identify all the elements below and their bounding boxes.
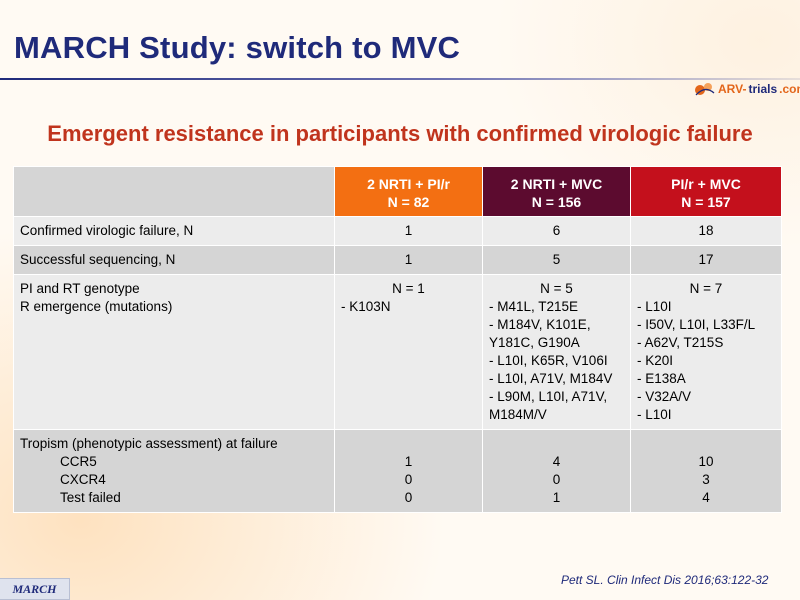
mutation-item: - V32A/V [637, 389, 692, 404]
logo-text-trials: trials [748, 82, 778, 96]
genotype-cell: N = 5 - M41L, T215E - M184V, K101E, Y181… [482, 274, 631, 430]
mutation-item: - L90M, L10I, A71V, M184M/V [489, 389, 608, 422]
row-label-sub: R emergence (mutations) [20, 299, 173, 314]
header-nrti-pir: 2 NRTI + PI/r N = 82 [334, 166, 483, 217]
cell-value: 5 [482, 245, 631, 275]
table-row-cvf: Confirmed virologic failure, N 1 6 18 [13, 216, 782, 246]
header-blank [13, 166, 335, 217]
mutation-item: - L10I, K65R, V106I [489, 353, 608, 368]
mutation-item: - L10I [637, 299, 672, 314]
tropism-spacer [341, 435, 476, 453]
mutation-item: - L10I, A71V, M184V [489, 371, 613, 386]
genotype-label-cell: PI and RT genotype R emergence (mutation… [13, 274, 335, 430]
header-n: N = 82 [387, 194, 430, 210]
row-label: PI and RT genotype [20, 281, 140, 296]
genotype-cell: N = 1 - K103N [334, 274, 483, 430]
genotype-n: N = 5 [540, 281, 573, 296]
tropism-cell: 10 3 4 [630, 429, 782, 513]
cell-value: 17 [630, 245, 782, 275]
tropism-value: 0 [404, 490, 413, 505]
march-footer-logo: MARCH [0, 578, 70, 600]
arv-trials-logo-icon [695, 83, 715, 96]
mutation-item: - A62V, T215S [637, 335, 724, 350]
genotype-cell: N = 7 - L10I - I50V, L10I, L33F/L - A62V… [630, 274, 782, 430]
genotype-n: N = 7 [689, 281, 723, 296]
tropism-value: 1 [552, 490, 561, 505]
slide-title: MARCH Study: switch to MVC [14, 30, 461, 65]
tropism-label-cell: Tropism (phenotypic assessment) at failu… [13, 429, 335, 513]
row-label: Confirmed virologic failure, N [13, 216, 335, 246]
table-row-sequencing: Successful sequencing, N 1 5 17 [13, 245, 782, 275]
table-row-genotype: PI and RT genotype R emergence (mutation… [13, 274, 782, 430]
row-label: Successful sequencing, N [13, 245, 335, 275]
cell-value: 1 [334, 216, 483, 246]
cell-value: 6 [482, 216, 631, 246]
logo-text-com: .com [779, 82, 800, 96]
title-divider [0, 78, 800, 80]
mutation-item: - K103N [341, 299, 391, 314]
citation: Pett SL. Clin Infect Dis 2016;63:122-32 [561, 573, 769, 587]
cell-value: 1 [334, 245, 483, 275]
tropism-value: 4 [702, 490, 710, 505]
tropism-sub-label: CXCR4 [60, 472, 106, 487]
mutation-item: - M41L, T215E [489, 299, 579, 314]
header-arm: 2 NRTI + MVC [510, 176, 603, 192]
tropism-value: 1 [404, 454, 413, 469]
mutation-item: - K20I [637, 353, 674, 368]
row-label: Tropism (phenotypic assessment) at failu… [20, 436, 278, 451]
mutation-item: - L10I [637, 407, 672, 422]
tropism-value: 0 [404, 472, 413, 487]
tropism-sub-label: CCR5 [60, 454, 97, 469]
mutation-item: - I50V, L10I, L33F/L [637, 317, 756, 332]
header-nrti-mvc: 2 NRTI + MVC N = 156 [482, 166, 631, 217]
table-row-tropism: Tropism (phenotypic assessment) at failu… [13, 429, 782, 513]
header-n: N = 156 [531, 194, 582, 210]
slide-subtitle: Emergent resistance in participants with… [47, 121, 753, 146]
header-arm: 2 NRTI + PI/r [367, 176, 450, 192]
genotype-n: N = 1 [392, 281, 425, 296]
mutation-item: - E138A [637, 371, 686, 386]
tropism-cell: 1 0 0 [334, 429, 483, 513]
header-pir-mvc: PI/r + MVC N = 157 [630, 166, 782, 217]
tropism-sub-label: Test failed [60, 490, 121, 505]
logo-text-arv: ARV- [718, 82, 747, 96]
table-header-row: 2 NRTI + PI/r N = 82 2 NRTI + MVC N = 15… [13, 166, 782, 217]
tropism-value: 4 [552, 454, 561, 469]
cell-value: 18 [630, 216, 782, 246]
arv-trials-logo: ARV-trials.com [694, 79, 800, 99]
resistance-table: 2 NRTI + PI/r N = 82 2 NRTI + MVC N = 15… [13, 166, 782, 513]
mutation-item: - M184V, K101E, Y181C, G190A [489, 317, 591, 350]
tropism-value: 3 [702, 472, 710, 487]
header-arm: PI/r + MVC [671, 176, 741, 192]
tropism-spacer [489, 435, 624, 453]
tropism-value: 10 [698, 454, 714, 469]
header-n: N = 157 [681, 194, 731, 210]
tropism-cell: 4 0 1 [482, 429, 631, 513]
tropism-spacer [637, 435, 775, 453]
tropism-value: 0 [552, 472, 561, 487]
